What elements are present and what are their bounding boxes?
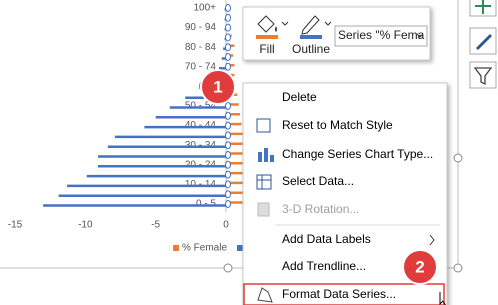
selection-handle — [225, 180, 231, 189]
legend-label: % Female — [182, 243, 227, 254]
resize-handle[interactable] — [453, 153, 463, 163]
fill-label: Fill — [259, 42, 274, 56]
brush-icon — [476, 34, 492, 50]
y-tick-label: 0 - 5 — [196, 199, 216, 210]
menu-icon — [257, 175, 271, 189]
step-badge: 1 — [200, 69, 236, 105]
filter-icon — [473, 67, 493, 86]
y-tick-label: 50 - 54 — [185, 101, 217, 112]
chart-filters-button[interactable] — [469, 61, 497, 89]
menu-icon — [256, 118, 271, 133]
y-tick-label: 100+ — [193, 3, 216, 14]
menu-item[interactable]: Add Trendline... — [282, 259, 366, 273]
dropdown-text: Series "% Fema — [338, 28, 425, 42]
outline-color — [300, 35, 322, 39]
menu-label: Format Data Series... — [282, 287, 396, 301]
legend-swatch — [237, 245, 243, 251]
outline-label: Outline — [292, 42, 330, 56]
menu-label: Select Data... — [282, 174, 354, 188]
fill-button[interactable]: Fill — [256, 15, 289, 56]
menu-item[interactable]: Select Data... — [256, 174, 354, 190]
y-tick-label: 80 - 84 — [185, 42, 217, 53]
menu-highlight — [243, 283, 445, 305]
menu-item[interactable]: Reset to Match Style — [256, 118, 393, 133]
selection-handle — [225, 62, 231, 71]
dropdown-box — [334, 25, 428, 47]
menu-icon — [257, 202, 270, 217]
badge-circle — [402, 249, 438, 285]
step-badge: 2 — [402, 249, 438, 285]
menu-icon — [256, 174, 272, 190]
dropdown-arrow — [416, 33, 424, 38]
dropdown-arrow — [324, 21, 332, 26]
outline-button[interactable]: Outline — [292, 15, 332, 56]
y-tick-label: 20 - 24 — [185, 159, 217, 170]
selection-handle — [225, 131, 231, 140]
y-tick-label: 30 - 34 — [185, 140, 217, 151]
menu-label: Change Series Chart Type... — [282, 147, 433, 161]
badge-number: 1 — [213, 77, 222, 96]
x-tick-label: -5 — [151, 220, 160, 231]
series-dropdown[interactable]: Series "% Fema — [334, 25, 428, 47]
menu-label: Add Data Labels — [282, 232, 371, 246]
x-tick-label: -15 — [8, 220, 23, 231]
selection-handle — [225, 53, 231, 61]
dropdown-arrow — [281, 21, 289, 26]
selection-handle — [225, 13, 231, 22]
menu-label: 3-D Rotation... — [282, 202, 359, 216]
menu-label: Delete — [282, 90, 317, 104]
menu-icon — [257, 287, 273, 303]
menu-label: Reset to Match Style — [282, 118, 393, 132]
selection-handle — [225, 121, 231, 130]
badge-circle — [200, 69, 236, 105]
menu-item[interactable]: Delete — [282, 90, 317, 104]
menu-items: Delete Reset to Match Style Change Serie… — [256, 90, 435, 303]
x-tick-label: -10 — [78, 220, 93, 231]
selection-handle — [225, 160, 231, 169]
submenu-arrow — [429, 234, 435, 246]
chart-side-buttons — [469, 0, 497, 89]
menu-item[interactable]: Change Series Chart Type... — [258, 147, 433, 162]
selection-handle — [225, 141, 231, 150]
menu-item[interactable]: Add Data Labels — [282, 232, 435, 246]
fill-icon — [257, 15, 275, 33]
y-tick-label: 40 - 44 — [185, 120, 217, 131]
selection-handle — [225, 151, 231, 159]
legend-swatch — [173, 245, 179, 251]
y-tick-label: 10 - 14 — [185, 179, 217, 190]
selection-handle — [225, 200, 231, 208]
selection-handle — [225, 111, 231, 120]
mouse-cursor — [439, 292, 446, 305]
badge-number: 2 — [415, 257, 424, 276]
menu-item[interactable]: Format Data Series... — [257, 287, 396, 303]
resize-handle[interactable] — [453, 263, 463, 273]
selection-handle — [225, 190, 231, 199]
fill-icon-drop — [275, 26, 277, 32]
x-tick-label: 0 — [223, 220, 229, 231]
plus-icon — [475, 0, 491, 14]
menu-label: Add Trendline... — [282, 259, 366, 273]
selection-handle — [225, 23, 231, 32]
fill-color — [256, 35, 278, 39]
selection-handle — [225, 170, 231, 179]
menu-icon — [258, 148, 274, 162]
selection-handle — [225, 43, 231, 52]
selection-handle — [225, 102, 231, 110]
y-tick-label: 70 - 74 — [185, 61, 217, 72]
selection-handle — [225, 4, 231, 12]
selection-handle — [225, 33, 231, 42]
menu-item[interactable]: 3-D Rotation... — [257, 202, 359, 217]
y-tick-label: 90 - 94 — [185, 22, 217, 33]
resize-handle[interactable] — [223, 263, 233, 273]
outline-icon — [301, 15, 320, 35]
